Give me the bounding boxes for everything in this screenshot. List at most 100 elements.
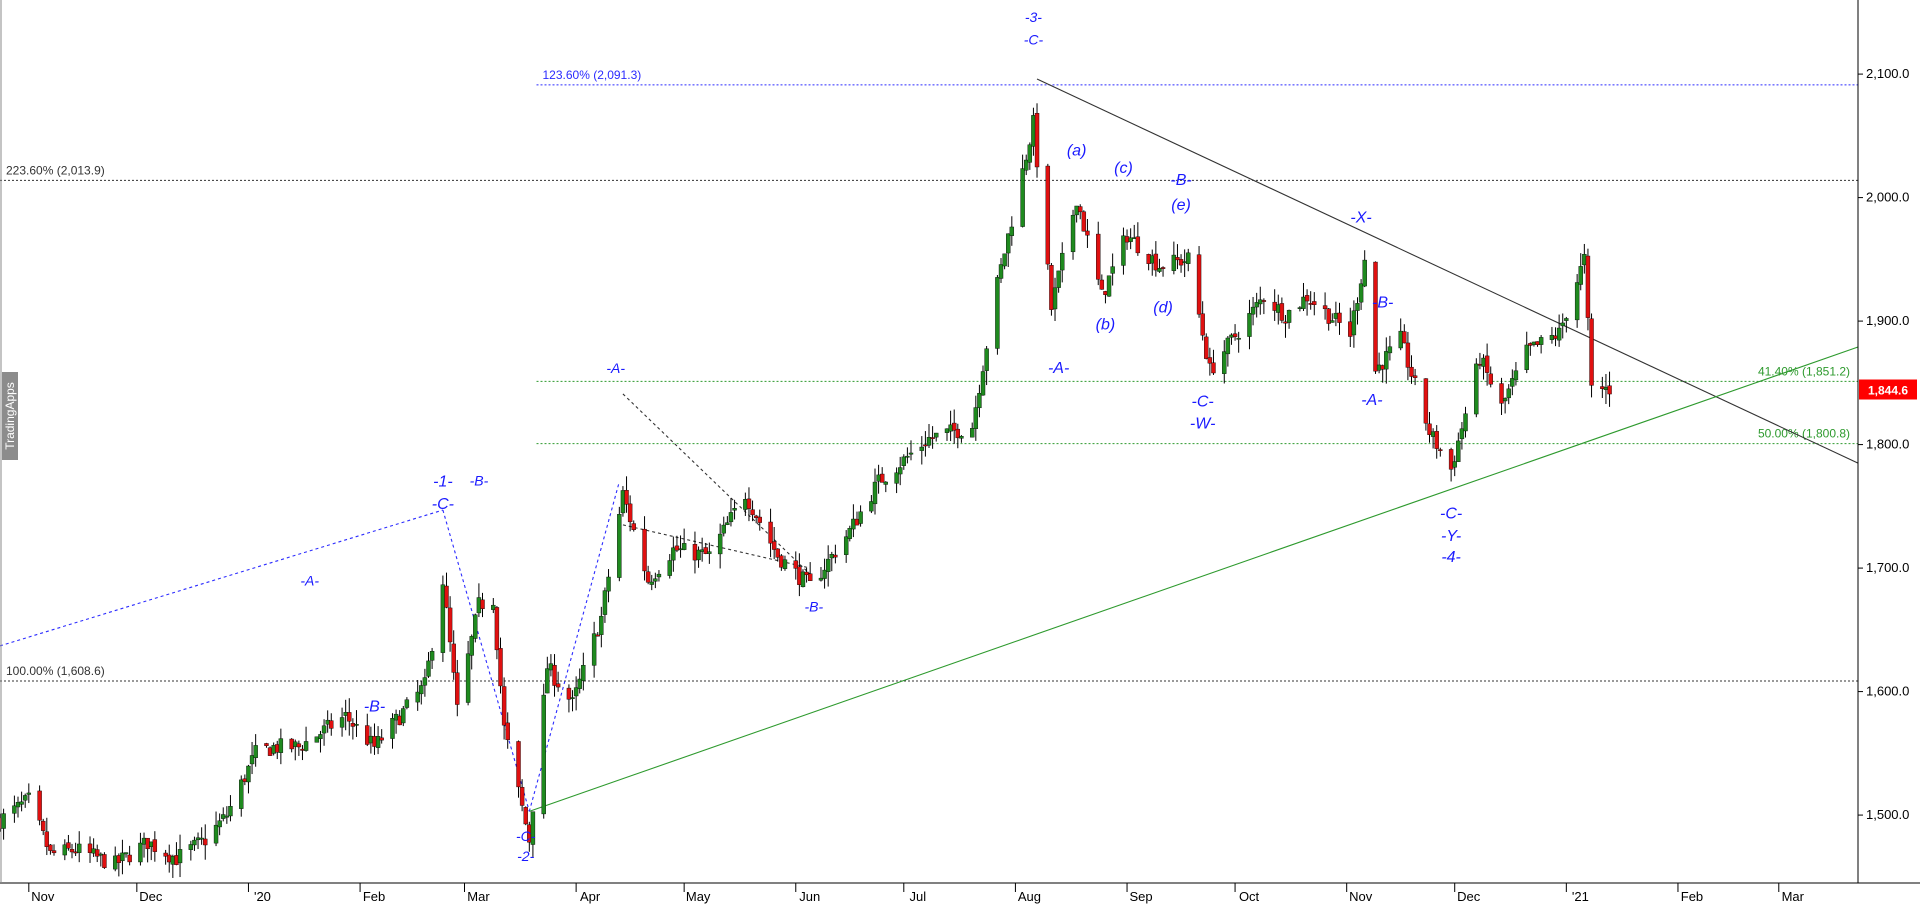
candle-body <box>1222 351 1227 374</box>
candle-body <box>188 844 194 850</box>
candle-body <box>671 547 676 561</box>
candle-body <box>1337 312 1342 323</box>
candle-body <box>602 590 608 615</box>
candle-body <box>192 839 197 846</box>
candle-body <box>1106 275 1112 297</box>
candle-body <box>275 744 280 753</box>
candle-body <box>224 815 230 818</box>
candle-body <box>1412 375 1418 378</box>
candle-body <box>1 813 6 829</box>
candle-body <box>1484 355 1490 373</box>
candle-body <box>447 607 453 643</box>
candle-body <box>221 814 226 819</box>
candle-body <box>843 536 849 555</box>
candle-body <box>1474 363 1479 415</box>
candle-body <box>1585 255 1591 318</box>
candle-body <box>1351 310 1357 336</box>
candle-body <box>451 643 456 673</box>
candle-body <box>872 481 878 505</box>
x-tick-label: May <box>686 889 711 904</box>
candle-body <box>617 514 622 578</box>
candle-body <box>365 725 370 745</box>
candle-body <box>1132 237 1137 239</box>
candle-body <box>948 424 953 432</box>
wave-label: -B- <box>470 472 489 488</box>
candle-body <box>674 545 680 551</box>
candle-body <box>1578 266 1583 285</box>
candle-body <box>1182 261 1187 264</box>
candle-body <box>1124 236 1130 243</box>
candle-body <box>606 576 611 592</box>
candle-body <box>91 848 96 854</box>
candle-body <box>321 725 327 734</box>
candle-body <box>1171 254 1177 271</box>
candle-body <box>1009 226 1015 236</box>
candle-body <box>699 549 705 552</box>
candle-body <box>721 524 726 534</box>
candle-body <box>1502 398 1508 402</box>
candle-body <box>113 855 118 870</box>
candle-body <box>339 717 345 728</box>
candle-body <box>1506 388 1511 399</box>
candle-body <box>415 691 420 703</box>
candle-body <box>296 743 302 748</box>
candle-body <box>1312 301 1317 305</box>
wave-label: (d) <box>1153 299 1173 316</box>
candle-body <box>876 474 881 482</box>
candle-body <box>919 446 924 451</box>
wave-label: -B- <box>1372 295 1393 312</box>
candle-body <box>1261 300 1267 302</box>
fib-label: 41.40% (1,851.2) <box>1758 364 1850 378</box>
candle-body <box>120 852 125 862</box>
candle-body <box>905 455 910 458</box>
candle-body <box>620 490 626 514</box>
x-tick-label: Feb <box>363 889 385 904</box>
candle-body <box>1081 211 1087 232</box>
candle-body <box>199 837 204 840</box>
candle-body <box>1330 320 1335 323</box>
candle-body <box>757 516 762 523</box>
candle-body <box>1524 344 1529 370</box>
candle-body <box>419 685 424 695</box>
candle-body <box>1387 346 1393 354</box>
candle-body <box>1384 351 1389 370</box>
fib-level-lines: 123.60% (2,091.3) 223.60% (2,013.9) 41.40%… <box>0 68 1858 682</box>
candle-body <box>505 722 510 741</box>
candle-body <box>1049 265 1054 310</box>
candle-body <box>1556 327 1562 341</box>
candle-body <box>1232 333 1238 338</box>
candle-body <box>1301 296 1306 309</box>
candlesticks <box>0 103 1612 878</box>
candle-body <box>833 554 838 558</box>
candle-body <box>1531 341 1537 345</box>
candle-body <box>397 715 402 726</box>
candle-body <box>491 604 496 610</box>
candle-body <box>1070 214 1076 253</box>
candle-body <box>894 472 899 484</box>
candle-body <box>163 852 168 857</box>
wave-label: -C- <box>1192 393 1214 410</box>
candle-body <box>807 573 813 582</box>
candle-body <box>422 677 428 686</box>
candle-body <box>149 841 154 847</box>
candle-body <box>1510 378 1515 387</box>
candle-body <box>624 490 629 505</box>
candle-body <box>372 736 377 747</box>
candle-body <box>728 512 734 523</box>
candle-body <box>141 837 147 845</box>
candle-body <box>818 577 824 581</box>
wave-label: -W- <box>1190 416 1215 433</box>
candle-body <box>393 713 399 721</box>
candle-body <box>782 559 788 569</box>
candle-body <box>494 607 500 651</box>
candle-body <box>87 843 93 853</box>
candle-body <box>883 481 888 485</box>
candle-body <box>822 569 827 579</box>
candle-body <box>1373 261 1378 372</box>
candle-body <box>1150 255 1155 264</box>
fib-label: 100.00% (1,608.6) <box>6 664 105 678</box>
candle-body <box>1006 233 1011 254</box>
wave-label: -C- <box>1440 506 1462 523</box>
wave-label: (e) <box>1171 197 1191 214</box>
